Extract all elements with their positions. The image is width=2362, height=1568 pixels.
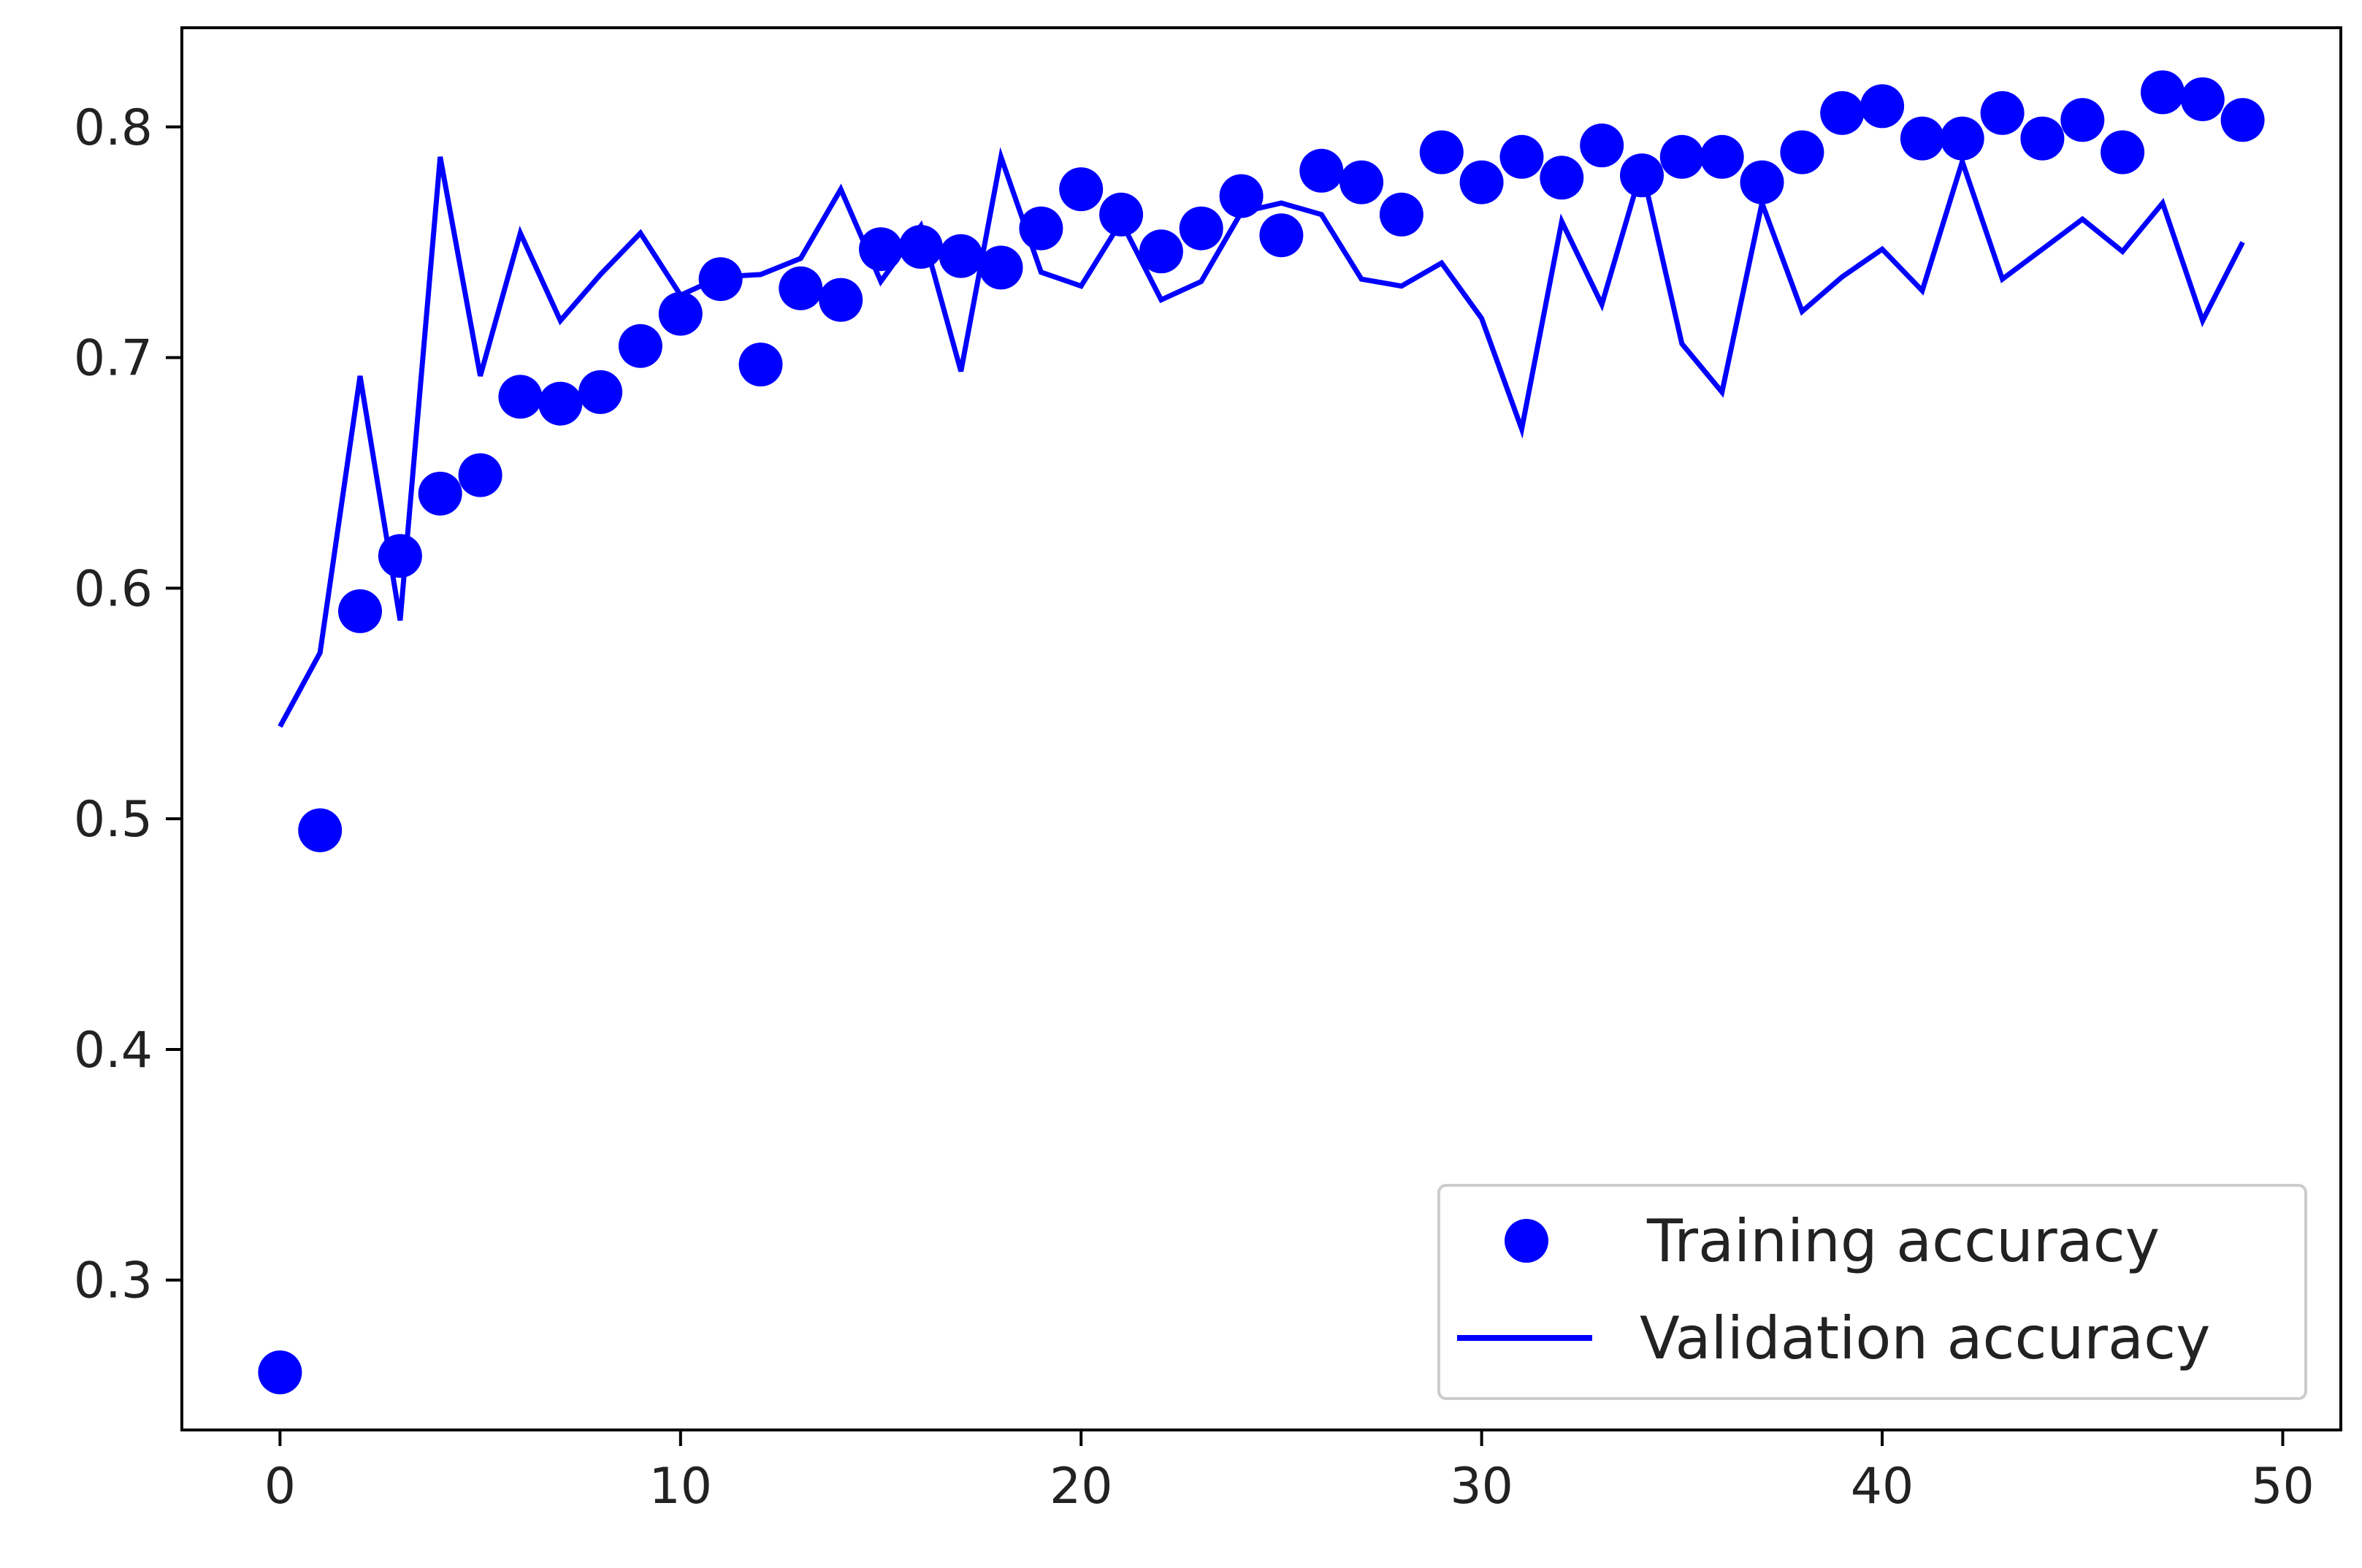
training-accuracy-point <box>1299 148 1344 193</box>
training-accuracy-point <box>338 589 382 633</box>
training-accuracy-point <box>1019 206 1063 251</box>
training-accuracy-point <box>1219 174 1264 218</box>
training-accuracy-point <box>1419 130 1464 175</box>
y-tick-label: 0.4 <box>74 1022 153 1079</box>
training-accuracy-point <box>1820 91 1865 135</box>
x-tick-label: 30 <box>1450 1458 1513 1515</box>
training-accuracy-point <box>418 471 462 516</box>
training-accuracy-point <box>2220 98 2265 142</box>
training-accuracy-point <box>1499 134 1544 179</box>
training-accuracy-point <box>378 534 422 578</box>
x-tick-label: 10 <box>649 1458 713 1515</box>
training-accuracy-point <box>1259 213 1304 258</box>
training-accuracy-point <box>1139 229 1183 274</box>
training-accuracy-point <box>1740 160 1784 204</box>
training-accuracy-point <box>1580 123 1624 168</box>
training-accuracy-point <box>1339 160 1384 204</box>
training-accuracy-point <box>1459 160 1504 204</box>
training-accuracy-point <box>458 453 502 497</box>
training-accuracy-point <box>538 381 583 426</box>
x-tick-label: 20 <box>1050 1458 1113 1515</box>
training-accuracy-point <box>498 375 543 419</box>
training-accuracy-point <box>898 225 943 269</box>
training-accuracy-point <box>578 370 623 414</box>
training-accuracy-point <box>939 234 983 278</box>
y-axis: 0.3 0.4 0.5 0.6 0.7 0.8 <box>74 99 182 1310</box>
validation-series <box>278 147 2245 728</box>
legend-training-marker <box>1505 1219 1548 1263</box>
training-accuracy-point <box>1620 153 1664 198</box>
training-accuracy-point <box>1780 130 1824 175</box>
training-accuracy-point <box>1900 116 1944 161</box>
training-accuracy-point <box>698 257 743 302</box>
legend-training-label: Training accuracy <box>1646 1207 2160 1275</box>
y-tick-label: 0.5 <box>74 791 153 849</box>
training-accuracy-point <box>2101 130 2145 175</box>
x-tick-label: 50 <box>2251 1458 2315 1515</box>
training-accuracy-point <box>1540 156 1584 200</box>
training-accuracy-point <box>2020 116 2065 161</box>
training-accuracy-point <box>2180 77 2225 121</box>
x-axis: 0 10 20 30 40 50 <box>264 1430 2315 1515</box>
training-accuracy-point <box>1940 116 1984 161</box>
y-tick-label: 0.7 <box>74 330 153 388</box>
training-accuracy-point <box>1179 206 1223 251</box>
y-tick-label: 0.3 <box>74 1253 153 1310</box>
plot-frame <box>180 26 2342 1431</box>
training-accuracy-point <box>1860 84 1905 129</box>
training-accuracy-point <box>859 227 903 272</box>
training-accuracy-point <box>298 808 343 852</box>
training-accuracy-point <box>1980 91 2025 135</box>
training-accuracy-point <box>1379 192 1423 237</box>
legend-box <box>1437 1184 2307 1400</box>
validation-accuracy-line <box>278 147 2245 728</box>
training-accuracy-point <box>258 1350 302 1395</box>
training-series <box>258 70 2265 1395</box>
x-tick-label: 40 <box>1851 1458 1914 1515</box>
legend: Training accuracy Validation accuracy <box>1437 1184 2307 1400</box>
training-accuracy-point <box>979 245 1023 290</box>
training-accuracy-point <box>618 324 662 368</box>
training-accuracy-point <box>658 291 703 336</box>
training-accuracy-point <box>2141 70 2185 115</box>
x-tick-label: 0 <box>264 1458 296 1515</box>
training-accuracy-point <box>2060 98 2105 142</box>
training-accuracy-point <box>1059 167 1104 212</box>
training-accuracy-point <box>819 278 863 322</box>
training-accuracy-point <box>1659 134 1704 179</box>
training-accuracy-point <box>1099 192 1144 237</box>
legend-validation-label: Validation accuracy <box>1640 1304 2210 1372</box>
training-accuracy-point <box>779 266 823 310</box>
y-tick-label: 0.6 <box>74 560 153 618</box>
training-accuracy-point <box>1700 134 1744 179</box>
training-accuracy-point <box>738 343 783 387</box>
y-tick-label: 0.8 <box>74 99 153 157</box>
